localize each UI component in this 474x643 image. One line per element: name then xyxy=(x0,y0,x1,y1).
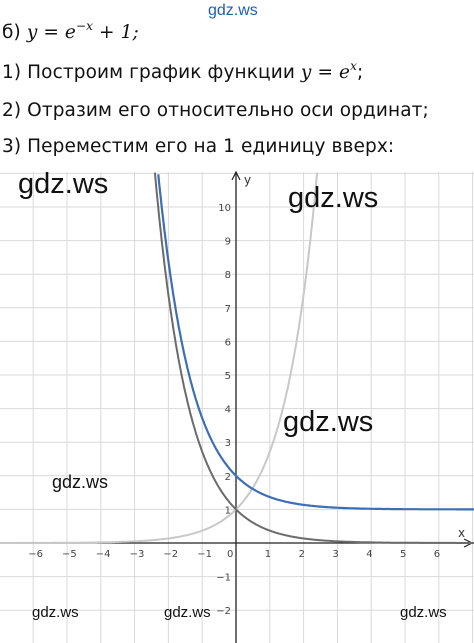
problem-label: б) xyxy=(2,22,27,43)
x-tick-label: 1 xyxy=(265,549,271,560)
x-tick-label: 4 xyxy=(366,549,372,560)
y-tick-label: 5 xyxy=(225,371,231,382)
y-axis-label: y xyxy=(244,173,251,187)
x-tick-label: 3 xyxy=(332,549,338,560)
y-tick-label: 10 xyxy=(218,203,231,214)
formula-main-exponent: −x xyxy=(75,19,94,33)
x-tick-label: −6 xyxy=(28,549,43,560)
tick-labels: −6 −5 −4 −3 −2 −1 0 1 2 3 4 5 6 10 9 8 7 6 5 4 3 2 1 −1 −2 xyxy=(28,203,440,617)
x-tick-label: 0 xyxy=(227,549,233,560)
grid xyxy=(0,172,474,643)
y-tick-label: 4 xyxy=(225,405,231,416)
curves xyxy=(0,172,474,544)
y-tick-label: 2 xyxy=(225,472,231,483)
y-tick-label: 8 xyxy=(225,270,231,281)
y-tick-label: 7 xyxy=(225,304,231,315)
formula-main-tail: + 1; xyxy=(93,22,139,43)
formula-main: y = e xyxy=(26,22,76,43)
watermark-bottom-center: gdz.ws xyxy=(164,604,211,621)
axes: xy xyxy=(0,170,474,643)
watermark-top: gdz.ws xyxy=(208,2,258,19)
step-1-exponent: x xyxy=(350,59,357,73)
x-tick-label: −4 xyxy=(96,549,111,560)
x-tick-label: 6 xyxy=(434,549,440,560)
step-3: 3) Переместим его на 1 единицу вверх: xyxy=(2,136,395,157)
problem-line: б) y = e−x + 1; xyxy=(2,19,139,43)
curve-exp-x xyxy=(0,172,319,544)
x-tick-label: −3 xyxy=(130,549,145,560)
step-1-formula: y = e xyxy=(300,62,351,83)
watermark-bottom-right: gdz.ws xyxy=(400,604,447,621)
step-2: 2) Отразим его относительно оси ординат; xyxy=(2,100,429,121)
y-axis-arrow xyxy=(231,170,241,181)
y-tick-label: 1 xyxy=(225,505,231,516)
watermark-right-large: gdz.ws xyxy=(288,182,379,214)
x-tick-label: 2 xyxy=(299,549,305,560)
watermark-center-large: gdz.ws xyxy=(283,406,374,438)
step-1-end: ; xyxy=(356,62,364,83)
x-tick-label: −1 xyxy=(197,549,212,560)
watermark-bottom-left: gdz.ws xyxy=(32,604,79,621)
x-tick-label: −5 xyxy=(62,549,77,560)
y-tick-label: −1 xyxy=(216,573,231,584)
x-tick-label: 5 xyxy=(400,549,406,560)
curve-exp-neg-x xyxy=(153,172,474,544)
x-tick-label: −2 xyxy=(163,549,178,560)
y-tick-label: −2 xyxy=(216,606,231,617)
curve-exp-neg-x-plus-1 xyxy=(157,174,474,511)
y-tick-label: 3 xyxy=(225,438,231,449)
y-tick-label: 9 xyxy=(225,237,231,248)
watermark-left-large: gdz.ws xyxy=(18,168,109,200)
step-1: 1) Построим график функции y = ex; xyxy=(2,59,364,83)
y-tick-label: 6 xyxy=(225,337,231,348)
x-axis-label: x xyxy=(458,526,465,540)
watermark-left-mid: gdz.ws xyxy=(52,472,109,492)
step-1-text: 1) Построим график функции xyxy=(2,62,301,83)
